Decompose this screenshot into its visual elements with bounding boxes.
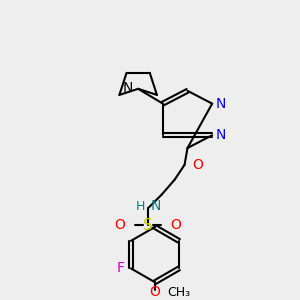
Text: CH₃: CH₃ — [167, 286, 190, 298]
Text: S: S — [143, 218, 153, 232]
Text: N: N — [216, 97, 226, 111]
Text: N: N — [216, 128, 226, 142]
Text: O: O — [192, 158, 203, 172]
Text: O: O — [115, 218, 125, 232]
Text: O: O — [171, 218, 182, 232]
Text: N: N — [123, 81, 133, 95]
Text: F: F — [117, 261, 125, 275]
Text: N: N — [151, 199, 161, 213]
Text: O: O — [149, 285, 161, 299]
Text: H: H — [136, 200, 145, 213]
